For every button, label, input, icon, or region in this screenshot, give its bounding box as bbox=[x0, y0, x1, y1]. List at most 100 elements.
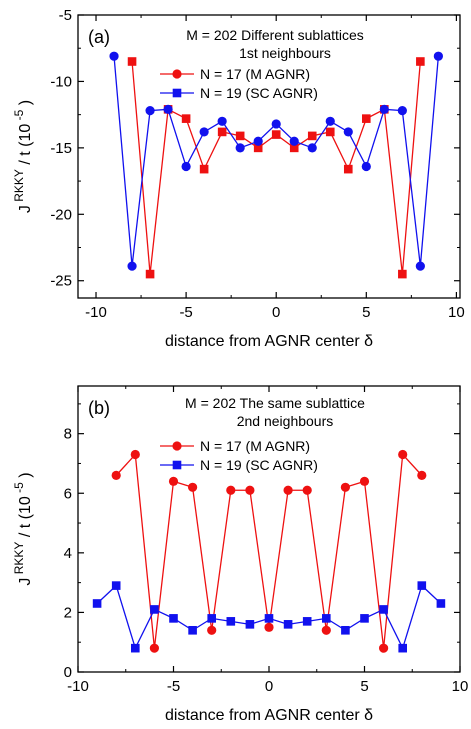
data-point bbox=[415, 261, 425, 271]
legend-label: N = 17 (M AGNR) bbox=[200, 66, 310, 82]
annotation-line: M = 202 Different sublattices bbox=[186, 27, 364, 43]
data-point bbox=[436, 599, 446, 608]
data-point bbox=[188, 625, 197, 635]
plot-frame bbox=[77, 14, 461, 299]
data-point bbox=[398, 449, 408, 460]
data-point bbox=[398, 643, 407, 653]
annotation-line: M = 202 The same sublattice bbox=[185, 395, 365, 411]
data-point bbox=[289, 143, 299, 153]
data-point bbox=[226, 617, 236, 626]
data-point bbox=[111, 470, 121, 480]
data-point bbox=[321, 625, 331, 635]
data-point bbox=[111, 581, 121, 590]
data-point bbox=[362, 114, 371, 123]
data-point bbox=[322, 614, 331, 623]
y-axis-title-rest: / t (10 bbox=[17, 496, 34, 541]
y-tick-label: 8 bbox=[64, 426, 72, 443]
data-point bbox=[145, 106, 155, 116]
y-tick-label: -15 bbox=[50, 140, 72, 157]
data-point bbox=[163, 104, 173, 114]
data-point bbox=[359, 476, 370, 486]
x-tick-label: -5 bbox=[179, 304, 192, 321]
data-point bbox=[417, 581, 427, 590]
data-point bbox=[360, 614, 369, 623]
x-tick-label: -10 bbox=[67, 678, 89, 695]
data-point bbox=[127, 261, 137, 271]
data-point bbox=[130, 449, 140, 460]
data-point bbox=[397, 106, 407, 116]
panel-label: (a) bbox=[88, 27, 110, 47]
legend-label: N = 19 (SC AGNR) bbox=[200, 85, 318, 101]
chart-panel-b: -10 -5 0 5 10 0 2 4 6 8 distance from AGNR center … bbox=[12, 385, 468, 724]
y-axis-title-super: RKKY bbox=[12, 542, 26, 578]
data-point bbox=[398, 269, 407, 279]
data-point bbox=[379, 104, 389, 114]
data-point bbox=[181, 161, 191, 172]
data-point bbox=[199, 127, 209, 137]
y-axis-title-main: J bbox=[17, 578, 34, 586]
y-tick-label: -5 bbox=[59, 7, 72, 24]
data-point bbox=[289, 136, 299, 146]
x-tick-label: 5 bbox=[360, 678, 368, 695]
x-tick-label: -10 bbox=[85, 304, 107, 321]
data-point bbox=[207, 625, 217, 635]
data-point bbox=[264, 614, 274, 623]
data-point bbox=[235, 131, 245, 141]
data-point bbox=[199, 164, 209, 174]
legend-marker bbox=[172, 69, 182, 79]
x-tick-label: -5 bbox=[167, 678, 180, 695]
legend: N = 17 (M AGNR) N = 19 (SC AGNR) bbox=[160, 66, 318, 101]
data-point bbox=[417, 470, 427, 480]
data-point bbox=[92, 599, 102, 608]
data-point bbox=[283, 485, 293, 495]
data-point bbox=[379, 605, 388, 614]
y-tick-label: -10 bbox=[50, 73, 72, 90]
data-point bbox=[131, 643, 140, 653]
data-point bbox=[181, 114, 191, 123]
data-point bbox=[307, 143, 317, 153]
y-tick-label: 2 bbox=[64, 604, 72, 621]
y-axis-title-rest: / t (10 bbox=[17, 124, 34, 169]
series-n19 bbox=[109, 51, 443, 271]
y-axis-title: J RKKY / t (10 -5 ) bbox=[12, 100, 34, 213]
legend-label: N = 19 (SC AGNR) bbox=[200, 457, 318, 473]
data-point bbox=[245, 620, 255, 629]
data-point bbox=[307, 131, 317, 141]
annotation-line: 2nd neighbours bbox=[237, 413, 334, 429]
data-point bbox=[217, 116, 227, 126]
data-point bbox=[325, 127, 335, 137]
legend-marker bbox=[172, 441, 182, 451]
data-point bbox=[168, 476, 179, 486]
data-point bbox=[145, 269, 155, 279]
data-point bbox=[127, 57, 137, 66]
data-point bbox=[302, 617, 312, 626]
x-axis-title: distance from AGNR center δ bbox=[165, 707, 373, 724]
y-axis-title-close: ) bbox=[17, 100, 34, 110]
data-point bbox=[343, 127, 353, 137]
legend-label: N = 17 (M AGNR) bbox=[200, 438, 310, 454]
data-point bbox=[302, 485, 312, 495]
data-point bbox=[271, 130, 281, 139]
y-axis-title: J RKKY / t (10 -5 ) bbox=[12, 472, 34, 585]
series-n19 bbox=[92, 581, 446, 653]
data-point bbox=[217, 127, 227, 137]
annotation-line: 1st neighbours bbox=[239, 45, 331, 61]
legend-marker bbox=[172, 88, 182, 98]
y-tick-label: -20 bbox=[50, 206, 72, 223]
data-point bbox=[340, 482, 350, 492]
x-tick-label: 5 bbox=[362, 304, 370, 321]
x-tick-label: 0 bbox=[272, 304, 280, 321]
data-point bbox=[109, 51, 119, 61]
data-point bbox=[325, 116, 335, 126]
y-axis-title-main: J bbox=[17, 205, 34, 213]
data-point bbox=[361, 161, 371, 172]
data-point bbox=[416, 57, 425, 66]
data-point bbox=[235, 143, 245, 153]
series-n17 bbox=[111, 449, 427, 653]
data-point bbox=[150, 605, 159, 614]
data-point bbox=[226, 485, 236, 495]
data-point bbox=[149, 643, 159, 653]
y-axis-title-exponent: -5 bbox=[12, 109, 26, 123]
y-axis-title-close: ) bbox=[17, 472, 34, 482]
y-tick-label: 6 bbox=[64, 485, 72, 502]
